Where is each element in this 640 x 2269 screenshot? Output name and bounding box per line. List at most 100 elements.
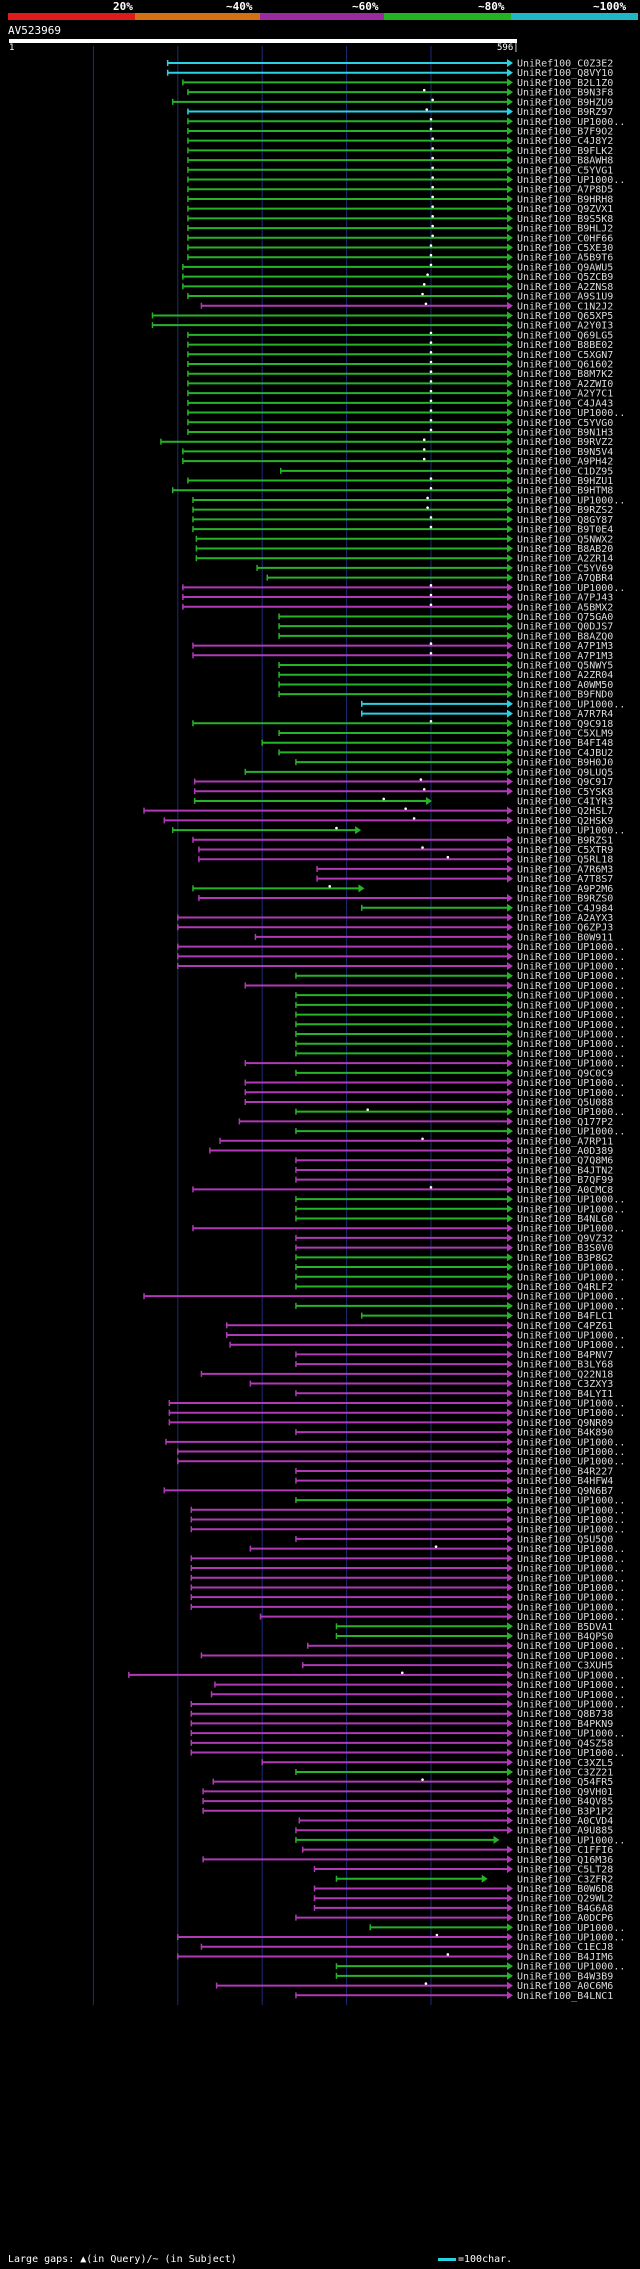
gap-marker: [335, 826, 338, 830]
gap-marker: [422, 438, 426, 441]
hit-arrow: [507, 1680, 513, 1689]
gap-marker: [429, 341, 433, 344]
hit-label: UniRef100_A0WM50: [517, 680, 613, 691]
hit-label: UniRef100_UP1000..: [517, 1544, 625, 1555]
hit-label: UniRef100_UP1000..: [517, 1107, 625, 1118]
hit-arrow: [507, 622, 513, 631]
hit-label: UniRef100_Q9N6B7: [517, 1486, 613, 1497]
hit-label: UniRef100_B4G6A8: [517, 1903, 613, 1914]
hit-label: UniRef100_UP1000..: [517, 1573, 625, 1584]
hit-label: UniRef100_C5XGN7: [517, 350, 613, 361]
hit-arrow: [507, 1806, 513, 1815]
hit-label: UniRef100_UP1000..: [517, 991, 625, 1002]
hit-arrow: [507, 981, 513, 990]
hit-arrow: [507, 1534, 513, 1543]
legend-bar-cyan: [511, 13, 638, 20]
hit-arrow: [507, 1350, 513, 1359]
hit-arrow: [507, 641, 513, 650]
hit-label: UniRef100_B8AWH8: [517, 156, 613, 167]
hit-label: UniRef100_C4JBU2: [517, 748, 613, 759]
hit-label: UniRef100_UP1000..: [517, 1088, 625, 1099]
hit-arrow: [507, 738, 513, 747]
gap-marker: [435, 1933, 439, 1937]
hit-label: UniRef100_A7P8D5: [517, 185, 613, 196]
legend-bar-purple: [260, 13, 384, 20]
hit-arrow: [507, 156, 513, 165]
hit-arrow: [507, 321, 513, 330]
hit-label: UniRef100_C5YVG0: [517, 418, 613, 429]
hit-label: UniRef100_Q177P2: [517, 1117, 613, 1128]
gap-marker: [431, 224, 434, 228]
hit-label: UniRef100_Q7Q8M6: [517, 1156, 613, 1167]
gap-marker: [429, 409, 433, 412]
hit-label: UniRef100_UP1000..: [517, 1505, 625, 1516]
hit-arrow: [507, 593, 513, 602]
hit-label: UniRef100_UP1000..: [517, 1010, 625, 1021]
gap-marker: [425, 108, 429, 111]
hit-arrow: [507, 262, 513, 271]
hit-arrow: [507, 136, 513, 145]
hit-label: UniRef100_UP1000..: [517, 1564, 625, 1575]
hit-arrow: [507, 1496, 513, 1505]
hit-arrow: [507, 146, 513, 155]
gap-marker: [429, 253, 433, 257]
hit-arrow: [507, 1466, 513, 1475]
hit-label: UniRef100_C3XUH5: [517, 1661, 613, 1672]
hit-arrow: [507, 1156, 513, 1165]
hit-label: UniRef100_UP1000..: [517, 981, 625, 992]
hit-label: UniRef100_Q9C918: [517, 719, 613, 730]
hit-arrow: [507, 88, 513, 97]
scale-legend: =100char.: [438, 2254, 512, 2265]
hit-arrow: [507, 1709, 513, 1718]
hit-label: UniRef100_UP1000..: [517, 1496, 625, 1507]
legend-label-80: ~80%: [478, 0, 505, 13]
hit-arrow: [507, 1670, 513, 1679]
hit-label: UniRef100_C1FFI6: [517, 1845, 613, 1856]
hit-label: UniRef100_C0HF66: [517, 233, 613, 244]
hit-arrow: [507, 398, 513, 407]
hit-label: UniRef100_UP1000..: [517, 1408, 625, 1419]
gap-marker: [429, 1186, 433, 1189]
hit-arrow: [507, 758, 513, 767]
hit-arrow: [507, 1826, 513, 1835]
hit-arrow: [507, 1845, 513, 1854]
hit-arrow: [507, 126, 513, 135]
hit-label: UniRef100_B4LYI1: [517, 1389, 613, 1400]
hit-label: UniRef100_B9N3F8: [517, 88, 613, 99]
hit-label: UniRef100_B3P8G2: [517, 1253, 613, 1264]
hit-label: UniRef100_UP1000..: [517, 1593, 625, 1604]
hit-arrow: [507, 1379, 513, 1388]
hit-label: UniRef100_UP1000..: [517, 1602, 625, 1613]
hit-label: UniRef100_UP1000..: [517, 1292, 625, 1303]
gap-marker: [429, 584, 433, 587]
hit-label: UniRef100_A7R7R4: [517, 709, 613, 720]
hit-arrow: [507, 1175, 513, 1184]
hit-label: UniRef100_C5YV69: [517, 563, 613, 574]
hit-label: UniRef100_Q9NR09: [517, 1418, 613, 1429]
gap-marker: [431, 137, 434, 140]
gap-marker: [429, 428, 433, 432]
hit-arrow: [507, 525, 513, 534]
hit-label: UniRef100_Q75GA0: [517, 612, 613, 623]
hit-label: UniRef100_UP1000..: [517, 971, 625, 982]
hit-label: UniRef100_Q9VZ32: [517, 1233, 613, 1244]
hit-label: UniRef100_Q65XP5: [517, 311, 613, 322]
hit-arrow: [507, 1923, 513, 1932]
hit-label: UniRef100_Q4RLF2: [517, 1282, 613, 1293]
gap-marker: [429, 477, 433, 480]
hit-label: UniRef100_UP1000..: [517, 1000, 625, 1011]
gap-marker: [328, 885, 332, 888]
gap-marker: [446, 855, 450, 859]
hit-arrow: [507, 447, 513, 456]
hit-arrow: [507, 515, 513, 524]
hit-label: UniRef100_UP1000..: [517, 1612, 625, 1623]
hit-arrow: [507, 1204, 513, 1213]
hit-label: UniRef100_A7P1M3: [517, 641, 613, 652]
hit-label: UniRef100_UP1000..: [517, 1263, 625, 1274]
hit-arrow: [507, 816, 513, 825]
hit-arrow: [507, 389, 513, 398]
gap-marker: [431, 166, 434, 170]
hit-arrow: [507, 1816, 513, 1825]
ruler-start-label: 1: [9, 43, 15, 53]
hit-arrow: [507, 1797, 513, 1806]
